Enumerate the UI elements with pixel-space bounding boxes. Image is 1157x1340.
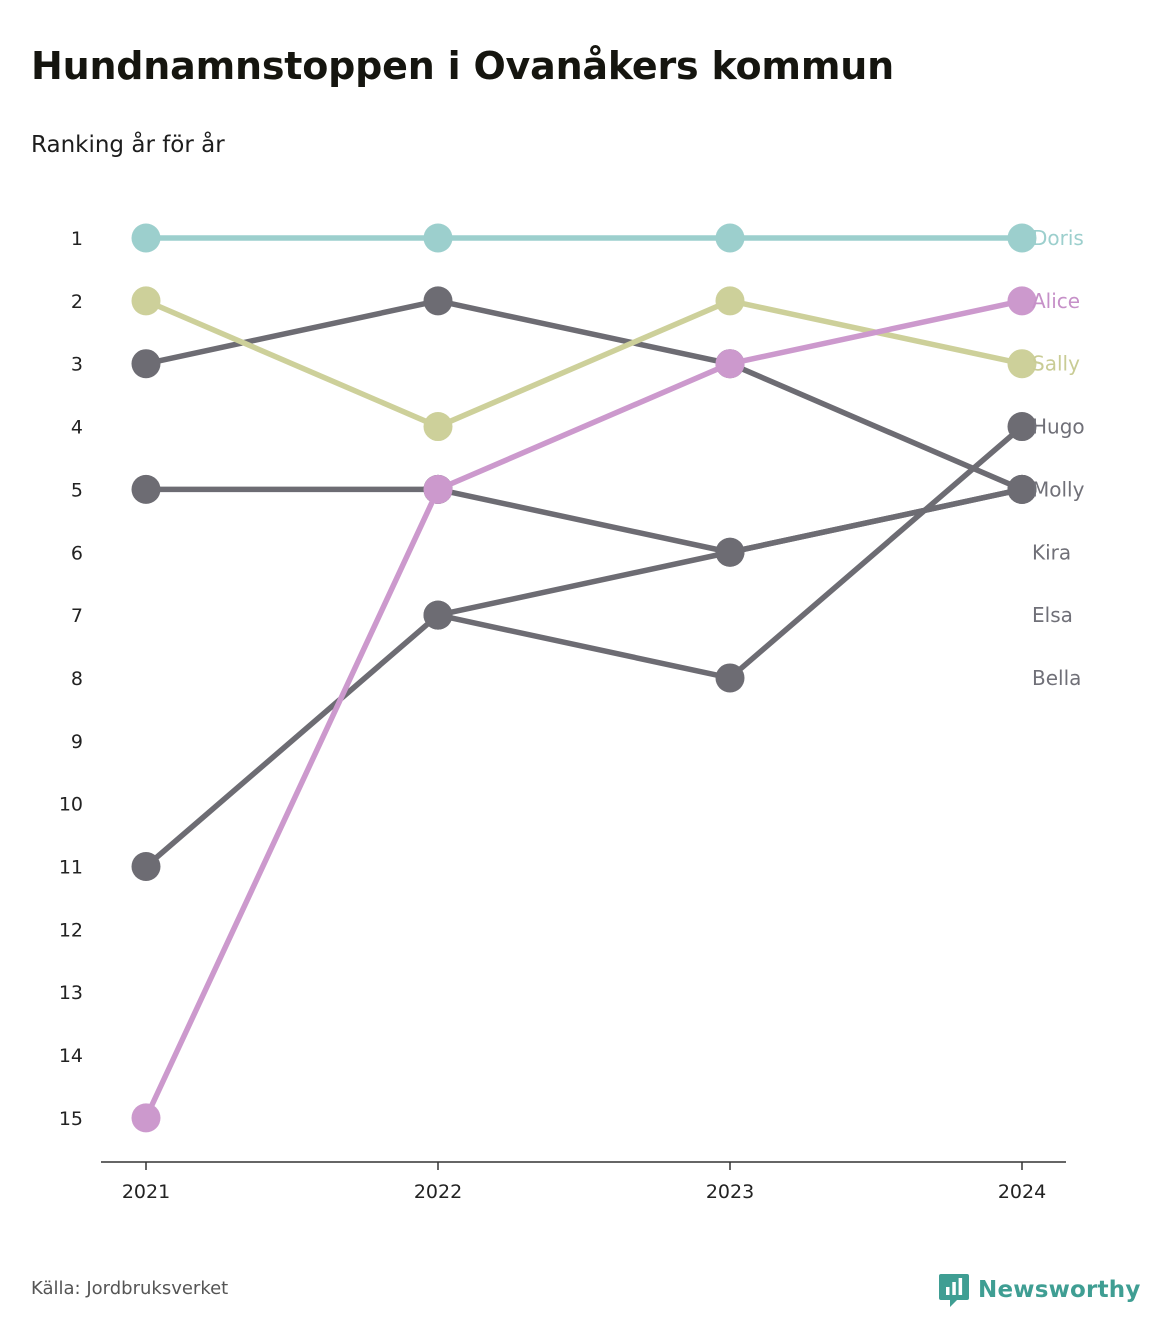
end-label-alice: Alice [1032,289,1080,313]
series-line-segment [727,360,1025,493]
data-point [131,349,161,379]
series-sally [131,286,1037,442]
data-point [715,223,745,253]
data-point [423,474,453,504]
x-tick-label: 2023 [706,1181,754,1203]
y-tick-label: 2 [71,291,83,313]
data-point [1007,349,1037,379]
data-point [715,663,745,693]
y-tick-label: 14 [59,1045,83,1067]
y-tick-label: 4 [71,417,83,439]
end-label-elsa: Elsa [1032,603,1073,627]
series-kira [131,286,1037,504]
end-label-doris: Doris [1032,226,1084,250]
series-line-segment [143,298,441,430]
data-point [131,474,161,504]
series-bella [423,474,1037,630]
series-line-segment [435,298,733,367]
y-tick-label: 8 [71,668,83,690]
data-point [423,600,453,630]
y-tick-label: 15 [59,1108,83,1130]
data-point [715,349,745,379]
series-line-segment [435,486,733,555]
series-alice [131,286,1037,1133]
brand-name: Newsworthy [978,1277,1141,1303]
data-point [131,852,161,881]
y-tick-label: 10 [59,794,83,816]
data-point [131,223,161,253]
chart-subtitle: Ranking år för år [31,132,225,158]
x-tick-label: 2021 [122,1181,170,1203]
y-tick-label: 13 [59,982,83,1004]
series-line-segment [143,298,441,367]
series-molly [131,474,1037,567]
end-label-sally: Sally [1032,352,1080,376]
series-line-segment [435,360,733,493]
newsworthy-logo-icon [939,1274,969,1307]
end-label-bella: Bella [1032,666,1081,690]
series-line-segment [727,486,1025,555]
y-tick-label: 1 [71,228,83,250]
end-label-hugo: Hugo [1032,415,1085,439]
data-point [131,286,161,316]
y-tick-label: 12 [59,919,83,941]
series-line-segment [435,298,733,430]
y-tick-label: 6 [71,542,83,564]
brand-logo[interactable]: Newsworthy [938,1272,1141,1308]
source-note: Källa: Jordbruksverket [31,1278,229,1299]
series-line-segment [143,612,441,870]
data-point [423,412,453,442]
data-point [423,223,453,253]
y-tick-label: 7 [71,605,83,627]
series-doris [131,223,1037,253]
x-tick-label: 2024 [998,1181,1046,1203]
data-point [131,1103,161,1133]
chart-title: Hundnamnstoppen i Ovanåkers kommun [31,44,894,88]
data-point [715,537,745,567]
x-tick-label: 2022 [414,1181,462,1203]
data-point [1007,223,1037,253]
series-line-segment [143,486,441,1121]
series-line-segment [435,549,733,618]
end-label-kira: Kira [1032,540,1071,564]
y-tick-label: 9 [71,731,83,753]
data-point [1007,474,1037,504]
series-line-segment [727,298,1025,367]
end-label-molly: Molly [1032,477,1085,501]
series-hugo [131,412,1037,881]
y-tick-label: 5 [71,479,83,501]
y-tick-label: 11 [59,857,83,879]
data-point [1007,286,1037,316]
series-line-segment [435,612,733,681]
y-tick-label: 3 [71,354,83,376]
series-line-segment [727,423,1025,681]
data-point [715,286,745,316]
data-point [1007,412,1037,442]
data-point [423,286,453,316]
